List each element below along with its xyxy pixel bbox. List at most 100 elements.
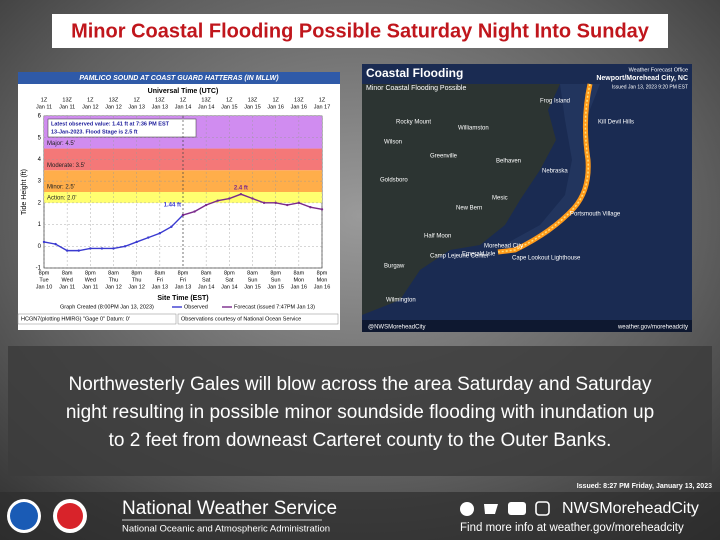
land	[362, 84, 560, 315]
twitter-icon[interactable]	[484, 504, 498, 514]
instagram-icon[interactable]	[535, 501, 550, 516]
top-tick-label: 1Z	[41, 97, 48, 103]
annotation: 2.4 ft	[234, 186, 248, 192]
place: Cape Lookout Lighthouse	[512, 256, 581, 262]
series-point	[170, 225, 173, 228]
place: Camp Lejeune Center	[430, 254, 489, 260]
top-tick-label: 13Z	[62, 97, 72, 103]
bottom-tick-label: 8pm	[270, 270, 281, 276]
top-tick-label: 1Z	[87, 97, 94, 103]
y-tick-label: 6	[38, 114, 42, 120]
place: Morehead City	[484, 244, 523, 250]
map-office-name: Newport/Morehead City, NC	[596, 75, 688, 82]
footer	[0, 492, 720, 540]
series-point	[297, 201, 301, 205]
top-tick-label: Jan 15	[221, 104, 238, 110]
youtube-icon[interactable]	[508, 502, 526, 515]
title-banner	[52, 14, 668, 48]
bottom-tick-label: 8pm	[131, 270, 142, 276]
place: Belhaven	[496, 159, 521, 165]
series-point	[320, 208, 324, 211]
stage-label: Major: 4.5'	[47, 141, 75, 147]
top-tick-label: Jan 14	[198, 104, 215, 110]
note-line: Latest observed value: 1.41 ft at 7:36 P…	[51, 121, 170, 127]
place: Mesic	[492, 196, 508, 202]
bottom-tick-label: 8am	[154, 270, 165, 276]
stage-label: Minor: 2.5'	[47, 185, 75, 191]
top-tick-label: 13Z	[294, 97, 304, 103]
y-tick-label: 3	[38, 179, 42, 185]
series-point	[123, 245, 127, 248]
bottom-tick-label: Jan 16	[314, 284, 331, 290]
top-tick-label: 1Z	[319, 97, 326, 103]
y-axis-label: Tide Height (ft)	[21, 169, 28, 215]
hydrograph-title: PAMLICO SOUND AT COAST GUARD HATTERAS (I…	[79, 75, 279, 82]
top-tick-label: 13Z	[201, 97, 211, 103]
bottom-tick-label: Tue	[39, 277, 48, 283]
y-tick-label: 4	[38, 157, 42, 163]
bottom-tick-label: Jan 13	[175, 284, 192, 290]
series-point	[274, 201, 277, 205]
bottom-tick-label: Fri	[157, 277, 163, 283]
series-point	[42, 240, 46, 244]
top-tick-label: Jan 13	[128, 104, 145, 110]
place: Wilson	[384, 140, 402, 146]
hydrograph-titlebar	[18, 72, 340, 84]
top-tick-label: 13Z	[155, 97, 165, 103]
bottom-tick-label: 8am	[108, 270, 119, 276]
message-box	[8, 346, 712, 476]
bottom-tick-label: Jan 15	[244, 284, 261, 290]
bottom-tick-label: Sun	[248, 277, 258, 283]
title: Minor Coastal Flooding Possible Saturday…	[71, 20, 650, 42]
bottom-tick-label: Jan 12	[128, 284, 145, 290]
series-point	[100, 247, 104, 250]
series-point	[286, 203, 289, 207]
top-tick-label: Jan 17	[314, 104, 331, 110]
stage-label: Action: 2.0'	[47, 195, 77, 201]
y-tick-label: 0	[38, 244, 42, 250]
map-url: weather.gov/moreheadcity	[617, 325, 688, 331]
bottom-tick-label: Jan 12	[105, 284, 122, 290]
place: New Bern	[456, 206, 482, 212]
bottom-tick-label: Jan 16	[291, 284, 308, 290]
bottom-tick-label: Jan 13	[152, 284, 169, 290]
place: Nebraska	[542, 169, 568, 175]
stage-label: Moderate: 3.5'	[47, 163, 85, 169]
footer-box	[177, 313, 339, 325]
bottom-tick-label: Jan 10	[36, 284, 53, 290]
top-tick-label: Jan 11	[36, 104, 52, 110]
bottom-tick-label: Sat	[202, 277, 211, 283]
place: Rocky Mount	[396, 120, 431, 126]
top-tick-label: 1Z	[133, 97, 140, 103]
series-point	[216, 199, 219, 202]
series-point	[158, 232, 162, 235]
bottom-tick-label: 8pm	[224, 270, 235, 276]
message-line: Northwesterly Gales will blow across the…	[69, 374, 652, 395]
series-point	[193, 210, 196, 213]
bottom-tick-label: Wed	[85, 277, 96, 283]
top-tick-label: 1Z	[226, 97, 233, 103]
parent-agency: National Oceanic and Atmospheric Adminis…	[122, 524, 330, 535]
bottom-tick-label: Jan 11	[59, 284, 75, 290]
legend-label: Forecast (issued 7:47PM Jan 13)	[234, 304, 315, 310]
courtesy-note: Observations courtesy of National Ocean …	[181, 316, 301, 322]
map-footer	[362, 320, 692, 332]
bottom-tick-label: Mon	[293, 277, 304, 283]
top-tick-label: Jan 13	[152, 104, 169, 110]
bottom-tick-label: 8pm	[317, 270, 328, 276]
bottom-tick-label: Jan 14	[221, 284, 238, 290]
top-tick-label: 13Z	[248, 97, 258, 103]
info: Find more info at weather.gov/moreheadci…	[460, 522, 684, 534]
facebook-icon[interactable]	[460, 502, 474, 516]
y-tick-label: 5	[38, 135, 42, 141]
bottom-tick-label: Jan 14	[198, 284, 215, 290]
gage-note: HCGN7(plotting HMIRG) "Gage 0" Datum: 0'	[21, 316, 130, 322]
series-point	[309, 206, 312, 209]
legend-label: Observed	[184, 304, 208, 310]
series-point	[147, 236, 150, 239]
bottom-tick-label: 8am	[293, 270, 304, 276]
map-issued: Issued Jan 13, 2023 9:20 PM EST	[612, 84, 688, 90]
bottom-tick-label: 8am	[247, 270, 258, 276]
series-point	[65, 249, 69, 252]
